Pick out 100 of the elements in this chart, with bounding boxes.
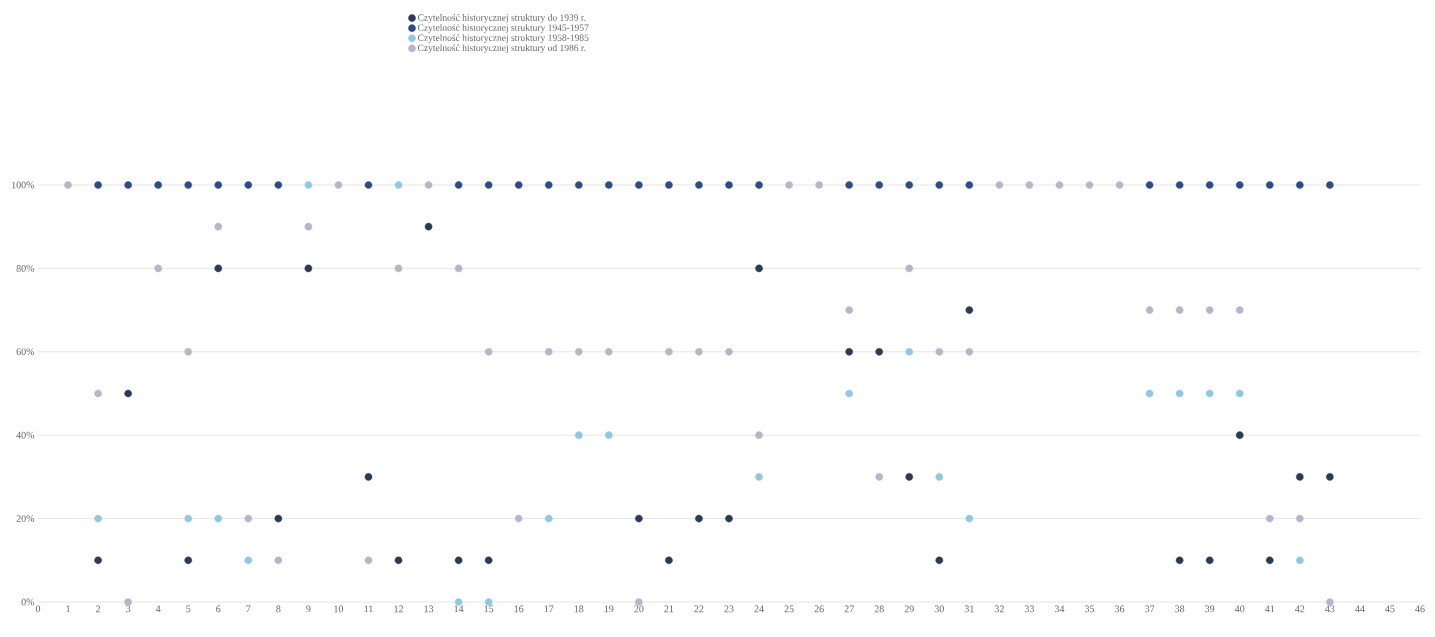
point <box>1235 389 1244 398</box>
point <box>454 556 463 565</box>
x-tick-label: 25 <box>784 605 794 613</box>
x-tick-label: 9 <box>306 605 311 613</box>
x-tick-label: 5 <box>186 605 191 613</box>
point <box>935 347 944 356</box>
x-tick-label: 41 <box>1264 605 1275 613</box>
y-tick-label: 100% <box>12 181 35 189</box>
point <box>304 181 313 189</box>
point <box>1296 514 1304 523</box>
x-tick-label: 12 <box>394 605 403 613</box>
point <box>1175 389 1184 398</box>
point <box>1175 306 1184 314</box>
point <box>845 347 853 356</box>
point <box>154 181 162 189</box>
x-tick-label: 24 <box>754 605 764 613</box>
point <box>214 181 223 189</box>
x-tick-label: 18 <box>574 605 584 613</box>
x-tick-label: 17 <box>544 605 554 613</box>
point <box>484 556 493 565</box>
x-tick-label: 20 <box>634 605 644 613</box>
x-tick-label: 4 <box>155 605 161 613</box>
point <box>364 473 373 481</box>
y-tick-label: 60% <box>16 348 35 356</box>
point <box>244 181 253 189</box>
point <box>214 222 223 231</box>
point <box>1115 181 1124 189</box>
point <box>1265 556 1274 565</box>
point <box>755 181 763 189</box>
legend-label: Czytelność historycznej struktury 1945-1957 <box>417 24 589 33</box>
x-tick-label: 44 <box>1355 605 1365 613</box>
point <box>665 347 673 356</box>
point <box>274 514 283 523</box>
point <box>514 514 523 523</box>
point <box>274 181 283 189</box>
point <box>94 389 102 398</box>
point <box>424 181 433 189</box>
x-tick-label: 33 <box>1024 605 1035 613</box>
point <box>64 181 72 189</box>
point <box>304 222 313 231</box>
point <box>635 181 643 189</box>
point <box>1055 181 1064 189</box>
x-tick-label: 37 <box>1145 605 1155 613</box>
point <box>755 264 763 273</box>
legend-label: Czytelność historycznej struktury od 1986 r. <box>417 44 586 54</box>
x-tick-label: 3 <box>126 605 131 613</box>
point <box>484 347 493 356</box>
x-tick-label: 45 <box>1385 605 1395 613</box>
point <box>1175 181 1184 189</box>
point <box>184 556 193 565</box>
x-tick-label: 22 <box>694 605 704 613</box>
x-tick-label: 6 <box>216 605 221 613</box>
point <box>124 181 132 189</box>
x-tick-label: 0 <box>35 605 41 613</box>
x-tick-label: 30 <box>934 605 944 613</box>
point <box>1145 306 1154 314</box>
point <box>905 181 914 189</box>
point <box>1175 556 1184 565</box>
y-tick-label: 0% <box>21 598 35 606</box>
point <box>574 181 583 189</box>
point <box>214 514 223 523</box>
point <box>725 514 733 523</box>
x-tick-label: 36 <box>1115 605 1125 613</box>
point <box>725 347 733 356</box>
point <box>695 347 703 356</box>
legend-label: Czytelność historycznej struktury do 1939 r. <box>417 14 586 23</box>
point <box>1326 473 1334 481</box>
x-tick-label: 7 <box>246 605 251 613</box>
x-tick-label: 19 <box>604 605 614 613</box>
point <box>544 181 553 189</box>
x-tick-label: 10 <box>334 605 344 613</box>
point <box>665 181 673 189</box>
point <box>574 431 583 439</box>
point <box>1025 181 1034 189</box>
point <box>544 514 553 523</box>
point <box>665 556 673 565</box>
x-tick-label: 27 <box>844 605 854 613</box>
point <box>484 181 493 189</box>
x-tick-label: 8 <box>276 605 281 613</box>
point <box>1145 181 1154 189</box>
point <box>845 306 853 314</box>
point <box>935 181 944 189</box>
point <box>695 181 703 189</box>
x-tick-label: 13 <box>424 605 434 613</box>
x-tick-label: 46 <box>1415 605 1425 613</box>
point <box>905 473 914 481</box>
point <box>755 473 763 481</box>
x-tick-label: 28 <box>874 605 884 613</box>
point <box>184 347 193 356</box>
x-tick-label: 42 <box>1295 605 1305 613</box>
point <box>274 556 283 565</box>
x-tick-label: 43 <box>1325 605 1335 613</box>
point <box>965 181 974 189</box>
point <box>454 264 463 273</box>
y-tick-label: 40% <box>16 431 35 439</box>
point <box>1296 473 1304 481</box>
x-tick-label: 26 <box>814 605 824 613</box>
point <box>544 347 553 356</box>
point <box>965 306 974 314</box>
point <box>935 473 944 481</box>
